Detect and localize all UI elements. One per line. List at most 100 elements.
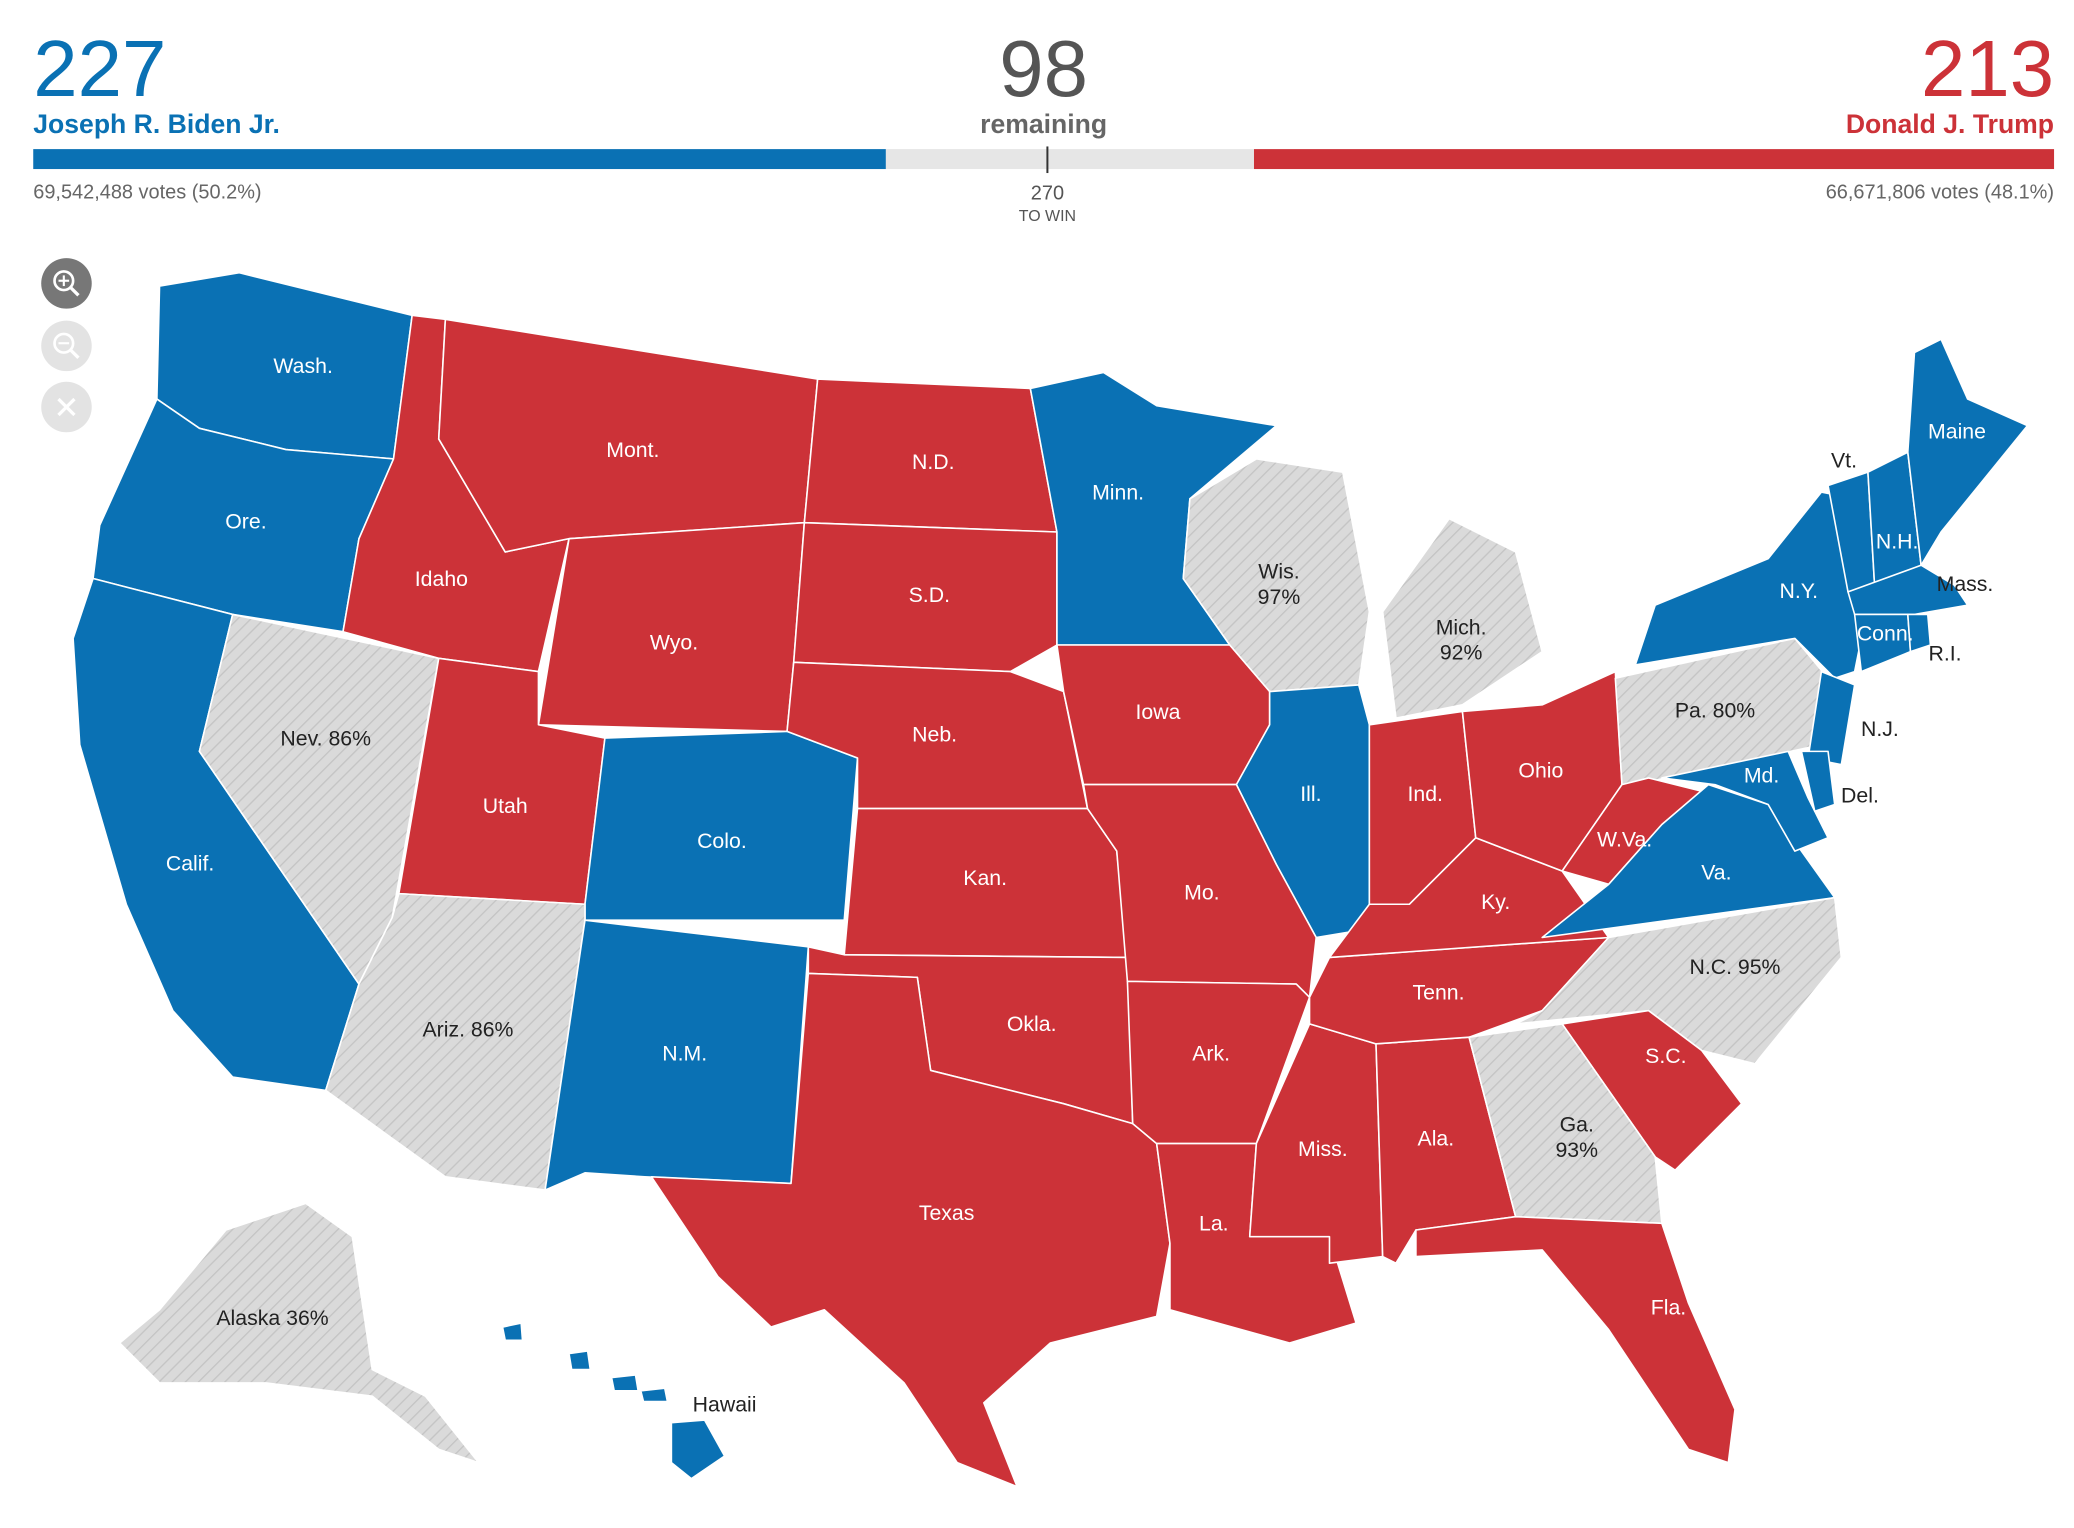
state-shape <box>537 521 806 733</box>
state-shape <box>568 1350 592 1371</box>
state-label: Idaho <box>415 566 468 590</box>
state-label: Calif. <box>166 851 214 875</box>
state-label: Ariz. 86% <box>422 1017 513 1041</box>
state-label-line: Iowa <box>1136 699 1181 723</box>
state-label-line: Nev. 86% <box>280 726 371 750</box>
state-label-line: Calif. <box>166 851 214 875</box>
state-label: Mont. <box>606 438 659 462</box>
state-label: Mo. <box>1184 880 1219 904</box>
zoom-out-button[interactable] <box>41 320 92 372</box>
remaining-electoral-votes: 98 <box>999 24 1088 113</box>
state-shape <box>670 1419 726 1480</box>
state-shape <box>118 1202 480 1464</box>
state-label-line: Mo. <box>1184 880 1219 904</box>
state-label: N.M. <box>662 1041 707 1065</box>
state-label: Okla. <box>1007 1012 1057 1036</box>
state-label-line: N.J. <box>1861 717 1899 741</box>
state-label-line: Colo. <box>697 828 747 852</box>
state-label-line: N.C. 95% <box>1689 955 1780 979</box>
state-label-line: Ohio <box>1518 758 1563 782</box>
state-label-line: Mass. <box>1937 572 1994 596</box>
state-label-line: Tenn. <box>1412 980 1464 1004</box>
state-label: Iowa <box>1136 699 1181 723</box>
state-label: Miss. <box>1298 1137 1348 1161</box>
state-label-line: Conn. <box>1857 621 1914 645</box>
state-label: Pa. 80% <box>1675 698 1755 722</box>
state-label: Ala. <box>1418 1126 1455 1150</box>
state-label-line: Texas <box>919 1201 975 1225</box>
state-label-line: S.D. <box>909 582 950 606</box>
state-label: Kan. <box>963 866 1007 890</box>
state-shape <box>1468 1023 1663 1225</box>
state-label: Ore. <box>225 509 266 533</box>
state-label-line: Alaska 36% <box>216 1306 328 1330</box>
state-label: Ind. <box>1407 782 1442 806</box>
state-label: Mich. 92% <box>1436 615 1487 664</box>
state-label-line: Va. <box>1701 860 1731 884</box>
state-label: Minn. <box>1092 480 1144 504</box>
state-label: Del. <box>1841 783 1879 807</box>
state-shape <box>1907 613 1932 653</box>
state-shape <box>324 892 586 1191</box>
state-shape <box>792 521 1058 673</box>
state-label-line: Ill. <box>1300 782 1321 806</box>
state-label-line: Idaho <box>415 566 468 590</box>
state-label: S.C. <box>1645 1044 1686 1068</box>
state-label: Texas <box>919 1201 975 1225</box>
state-label: Neb. <box>912 722 957 746</box>
state-label-line: Kan. <box>963 866 1007 890</box>
state-shape <box>584 730 859 922</box>
state-label: Colo. <box>697 828 747 852</box>
state-label-line: Okla. <box>1007 1012 1057 1036</box>
state-shape <box>1235 684 1371 939</box>
state-shape <box>1514 896 1843 1065</box>
state-label: Vt. <box>1831 448 1857 472</box>
state-label: Ga. 93% <box>1555 1112 1598 1161</box>
threshold-label: TO WIN <box>1019 208 1076 225</box>
biden-electoral-votes: 227 <box>33 24 166 113</box>
state-label-line: 93% <box>1555 1138 1598 1162</box>
state-label-line: Ariz. 86% <box>422 1017 513 1041</box>
state-label-line: N.Y. <box>1779 578 1818 602</box>
state-shape <box>1800 750 1836 812</box>
state-shape <box>437 318 819 553</box>
state-label: Hawaii <box>693 1392 757 1416</box>
state-shape <box>1661 750 1829 852</box>
state-label-line: Mont. <box>606 438 659 462</box>
state-labels: Wash. Ore. Calif. Nev. 86% Idaho Mont. Wyo. Uta… <box>166 354 1993 1416</box>
state-label: S.D. <box>909 582 950 606</box>
trump-bar <box>1253 149 2055 170</box>
state-label: N.H. <box>1876 529 1919 553</box>
state-shape <box>1368 710 1477 906</box>
trump-popular-vote: 66,671,806 votes (48.1%) <box>1826 181 2054 203</box>
state-label: Wash. <box>273 354 332 378</box>
state-label: Conn. <box>1857 621 1914 645</box>
state-label-line: 92% <box>1440 640 1483 664</box>
reset-button[interactable] <box>41 381 92 433</box>
state-label: R.I. <box>1928 641 1961 665</box>
state-label-line: Del. <box>1841 783 1879 807</box>
state-label: N.J. <box>1861 717 1899 741</box>
state-label-line: Ga. <box>1560 1112 1594 1136</box>
state-label: N.C. 95% <box>1689 955 1780 979</box>
threshold-value: 270 <box>1031 183 1064 205</box>
states <box>72 271 2029 1488</box>
state-label-line: Neb. <box>912 722 957 746</box>
state-label-line: Minn. <box>1092 480 1144 504</box>
biden-bar <box>33 149 886 170</box>
state-label: N.D. <box>912 449 955 473</box>
state-label-line: S.C. <box>1645 1044 1686 1068</box>
remaining-label: remaining <box>980 109 1107 139</box>
state-label-line: W.Va. <box>1597 827 1652 851</box>
biden-name: Joseph R. Biden Jr. <box>33 109 280 139</box>
state-label: W.Va. <box>1597 827 1652 851</box>
zoom-in-button[interactable] <box>41 258 92 309</box>
state-label-line: Ark. <box>1192 1041 1230 1065</box>
state-label-line: Wyo. <box>650 630 698 654</box>
state-label-line: Ind. <box>1407 782 1442 806</box>
state-label-line: Ore. <box>225 509 266 533</box>
state-label: Wyo. <box>650 630 698 654</box>
state-label: Nev. 86% <box>280 726 371 750</box>
state-label-line: Miss. <box>1298 1137 1348 1161</box>
state-shape <box>1415 1215 1736 1464</box>
